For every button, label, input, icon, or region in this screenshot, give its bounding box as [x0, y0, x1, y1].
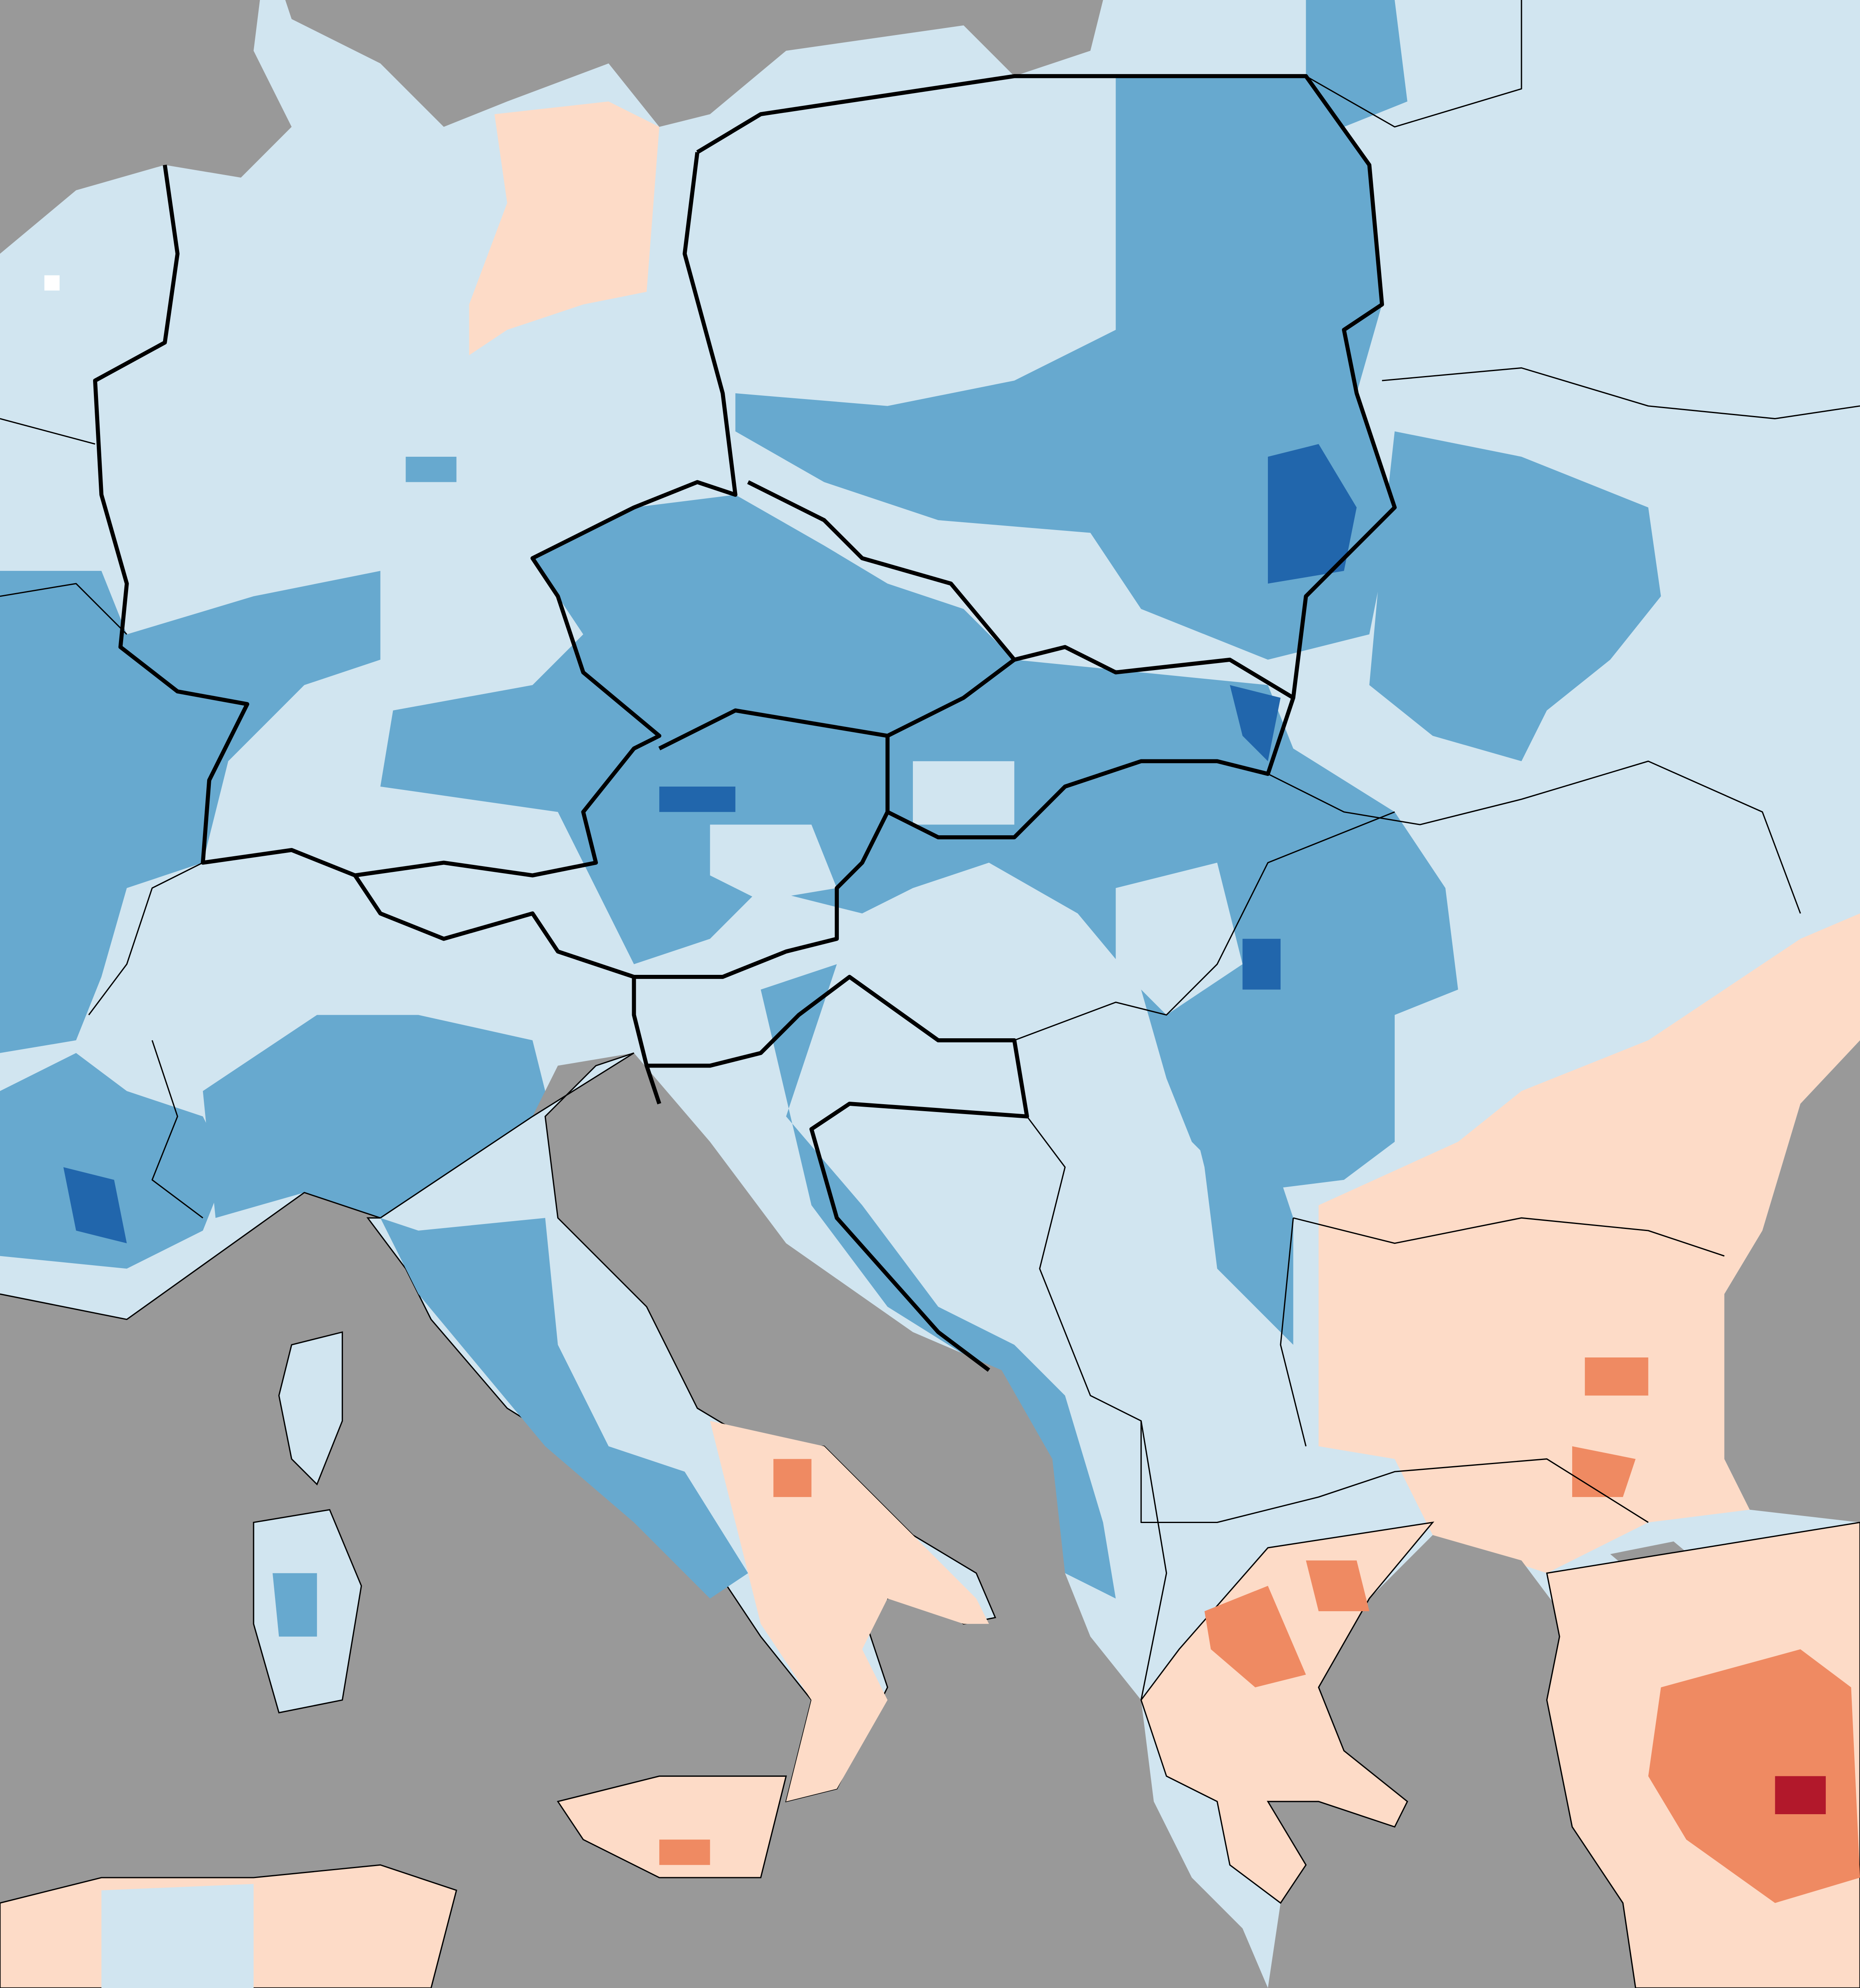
borders-thick: [93, 74, 1397, 1372]
missing-cell: [44, 275, 60, 291]
borders-thin: [0, 0, 1860, 1701]
light-regions: [710, 761, 1243, 1015]
peach-regions: [469, 101, 1860, 1573]
red-region: [1775, 1776, 1826, 1814]
orange-regions: [659, 1357, 1860, 1903]
